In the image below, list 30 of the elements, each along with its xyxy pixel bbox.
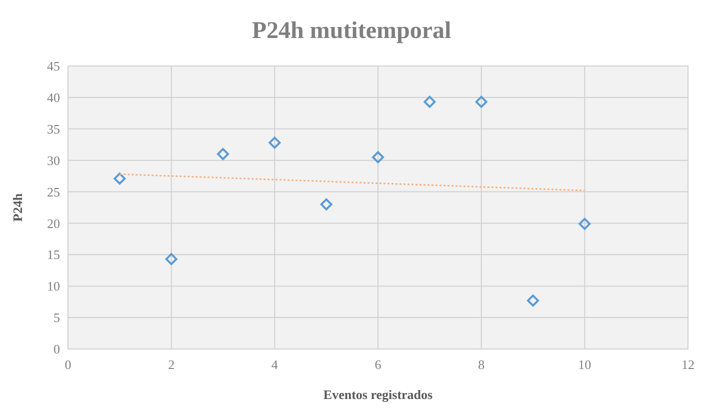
y-tick-label: 0 [54, 342, 60, 357]
x-tick-label: 12 [682, 357, 694, 372]
y-tick-label: 45 [47, 58, 60, 74]
x-tick-label: 6 [374, 357, 382, 372]
y-tick-label: 30 [47, 152, 60, 168]
y-tick-label: 40 [47, 90, 60, 105]
x-tick-label: 0 [64, 357, 72, 372]
point [217, 148, 229, 160]
point [475, 96, 488, 108]
y-tick-label: 10 [47, 278, 60, 294]
point [424, 96, 436, 108]
x-tick-label: 8 [478, 357, 485, 372]
point [165, 253, 178, 266]
point [527, 294, 539, 307]
x-tick-label: 2 [168, 357, 175, 372]
x-tick-label: 4 [271, 357, 278, 372]
chart-title: P24h mutitemporal [252, 18, 452, 44]
y-tick-label: 35 [47, 121, 60, 136]
y-tick-label: 25 [47, 184, 60, 200]
y-tick-label: 15 [47, 247, 60, 262]
point [268, 136, 281, 149]
x-tick-label: 10 [578, 357, 592, 372]
y-axis-title: P24h [10, 192, 25, 222]
point [114, 172, 126, 185]
point [372, 151, 384, 164]
y-tick-label: 5 [54, 310, 60, 326]
y-tick-label: 20 [47, 216, 60, 231]
point [320, 198, 332, 210]
point [578, 218, 591, 230]
x-axis-title: Eventos registrados [323, 387, 433, 402]
